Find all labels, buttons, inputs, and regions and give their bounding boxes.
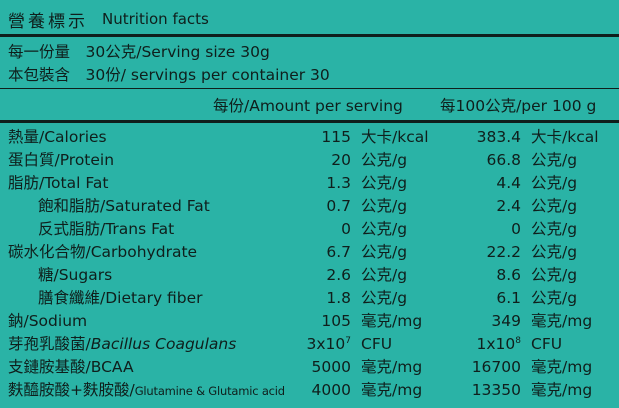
header-per-100g: 每100公克/per 100 g (440, 97, 597, 115)
per-serving-value: 20 (331, 151, 351, 169)
per-100g-value: 13350 (471, 381, 521, 399)
per-serving-value: 115 (321, 128, 351, 146)
per-100g-value: 22.2 (486, 243, 521, 261)
divider (0, 120, 619, 123)
per-serving-unit: 公克/g (361, 174, 408, 192)
divider (0, 88, 619, 89)
row-label-en: Glutamine & Glutamic acid (134, 384, 285, 398)
per-100g-value: 0 (511, 220, 521, 238)
per-serving-value: 5000 (311, 358, 351, 376)
row-label: 碳水化合物/Carbohydrate (8, 243, 198, 261)
per-serving-value: 1.8 (326, 289, 351, 307)
per-100g-value: 16700 (471, 358, 521, 376)
row-carbohydrate: 碳水化合物/Carbohydrate 6.7 公克/g 22.2 公克/g (0, 241, 619, 263)
row-sodium: 鈉/Sodium 105 毫克/mg 349 毫克/mg (0, 310, 619, 332)
per-100g-unit: 公克/g (531, 289, 578, 307)
per-100g-unit: 公克/g (531, 243, 578, 261)
row-sugars: 糖/Sugars 2.6 公克/g 8.6 公克/g (0, 264, 619, 286)
per-serving-value: 4000 (311, 381, 351, 399)
row-label: 鈉/Sodium (8, 312, 88, 330)
header-per-serving: 每份/Amount per serving (213, 97, 403, 115)
title: 營養標示 Nutrition facts (8, 4, 209, 34)
row-label: 糖/Sugars (38, 266, 113, 284)
row-trans-fat: 反式脂肪/Trans Fat 0 公克/g 0 公克/g (0, 218, 619, 240)
per-serving-unit: 毫克/mg (361, 312, 423, 330)
row-label: 芽孢乳酸菌/Bacillus Coagulans (8, 333, 236, 355)
per-100g-unit: 公克/g (531, 151, 578, 169)
per-serving-unit: 毫克/mg (361, 358, 423, 376)
per-100g-unit: 公克/g (531, 266, 578, 284)
per-serving-value: 1.3 (326, 174, 351, 192)
row-total-fat: 脂肪/Total Fat 1.3 公克/g 4.4 公克/g (0, 172, 619, 194)
row-saturated-fat: 飽和脂肪/Saturated Fat 0.7 公克/g 2.4 公克/g (0, 195, 619, 217)
row-label: 飽和脂肪/Saturated Fat (38, 197, 210, 215)
row-label-zh: 芽孢乳酸菌/ (8, 335, 91, 353)
per-100g-unit: 毫克/mg (531, 381, 593, 399)
row-bacillus-coagulans: 芽孢乳酸菌/Bacillus Coagulans 3x107 CFU 1x108… (0, 333, 619, 355)
per-serving-unit: 公克/g (361, 243, 408, 261)
per-100g-unit: CFU (531, 335, 563, 353)
serving-size: 每一份量 30公克/Serving size 30g (8, 43, 270, 61)
row-label: 脂肪/Total Fat (8, 174, 109, 192)
per-serving-value: 2.6 (326, 266, 351, 284)
divider (0, 34, 619, 37)
per-serving-unit: 毫克/mg (361, 381, 423, 399)
per-100g-unit: 公克/g (531, 174, 578, 192)
per-serving-value: 105 (321, 312, 351, 330)
per-100g-value: 349 (491, 312, 521, 330)
per-serving-value: 3x107 (307, 333, 352, 355)
per-100g-value: 6.1 (496, 289, 521, 307)
title-zh: 營養標示 (8, 11, 88, 32)
per-100g-unit: 大卡/kcal (531, 128, 599, 146)
per-serving-value: 6.7 (326, 243, 351, 261)
title-en: Nutrition facts (102, 10, 209, 28)
row-label: 熱量/Calories (8, 128, 107, 146)
row-label-en: Bacillus Coagulans (90, 335, 237, 353)
per-100g-value-base: 1x10 (476, 335, 516, 353)
per-serving-unit: 公克/g (361, 197, 408, 215)
per-100g-value: 4.4 (496, 174, 521, 192)
row-label-zh: 麩醯胺酸+麩胺酸/ (8, 381, 135, 399)
row-calories: 熱量/Calories 115 大卡/kcal 383.4 大卡/kcal (0, 126, 619, 148)
row-label: 膳食纖維/Dietary fiber (38, 289, 203, 307)
per-100g-value: 66.8 (486, 151, 521, 169)
per-100g-value: 8.6 (496, 266, 521, 284)
per-serving-unit: 公克/g (361, 151, 408, 169)
per-serving-unit: 公克/g (361, 220, 408, 238)
per-100g-value-exponent: 8 (515, 336, 521, 346)
per-serving-unit: 公克/g (361, 266, 408, 284)
per-serving-unit: 公克/g (361, 289, 408, 307)
per-100g-unit: 毫克/mg (531, 358, 593, 376)
per-serving-value-base: 3x10 (306, 335, 346, 353)
row-glutamine: 麩醯胺酸+麩胺酸/Glutamine & Glutamic acid 4000 … (0, 379, 619, 401)
per-100g-value: 1x108 (477, 333, 522, 355)
per-serving-value: 0.7 (326, 197, 351, 215)
row-label: 蛋白質/Protein (8, 151, 115, 169)
per-serving-unit: 大卡/kcal (361, 128, 429, 146)
row-label: 麩醯胺酸+麩胺酸/Glutamine & Glutamic acid (8, 379, 285, 402)
per-serving-value: 0 (341, 220, 351, 238)
per-100g-value: 383.4 (476, 128, 521, 146)
per-serving-value-exponent: 7 (345, 336, 351, 346)
per-100g-unit: 公克/g (531, 220, 578, 238)
per-serving-unit: CFU (361, 335, 393, 353)
row-label: 支鏈胺基酸/BCAA (8, 358, 134, 376)
per-100g-value: 2.4 (496, 197, 521, 215)
row-dietary-fiber: 膳食纖維/Dietary fiber 1.8 公克/g 6.1 公克/g (0, 287, 619, 309)
per-100g-unit: 毫克/mg (531, 312, 593, 330)
row-protein: 蛋白質/Protein 20 公克/g 66.8 公克/g (0, 149, 619, 171)
servings-per-container: 本包裝含 30份/ servings per container 30 (8, 66, 330, 84)
row-bcaa: 支鏈胺基酸/BCAA 5000 毫克/mg 16700 毫克/mg (0, 356, 619, 378)
per-100g-unit: 公克/g (531, 197, 578, 215)
row-label: 反式脂肪/Trans Fat (38, 220, 175, 238)
